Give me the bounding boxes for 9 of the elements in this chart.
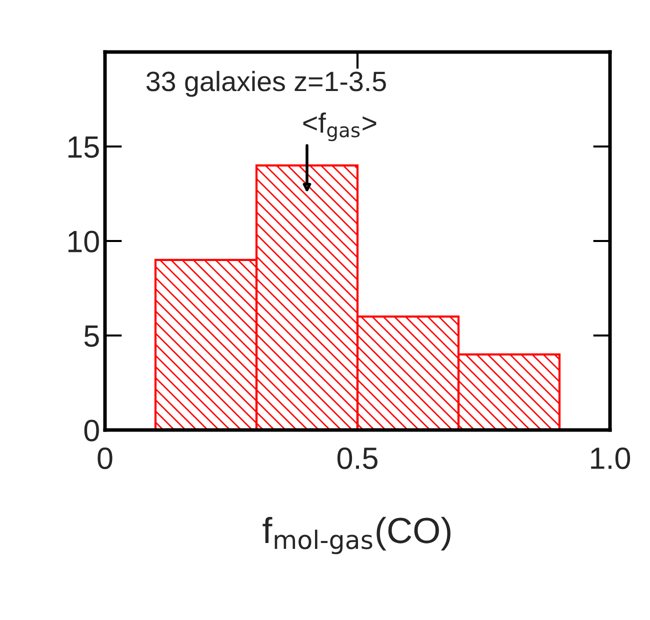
x-tick-label: 0.5 bbox=[337, 447, 378, 470]
y-tick-label: 5 bbox=[84, 326, 99, 347]
y-tick-label: 10 bbox=[68, 230, 99, 252]
x-tick-label: 1.0 bbox=[591, 447, 630, 470]
annotation: <f$_{gas}$> bbox=[303, 112, 376, 142]
y-tick-label: 0 bbox=[84, 420, 99, 442]
annotation: 33 galaxies z=1-3.5 bbox=[146, 70, 386, 97]
x-axis-title: f$_{mol-gas}$(CO) bbox=[262, 516, 450, 554]
y-tick-label: 15 bbox=[68, 136, 99, 158]
